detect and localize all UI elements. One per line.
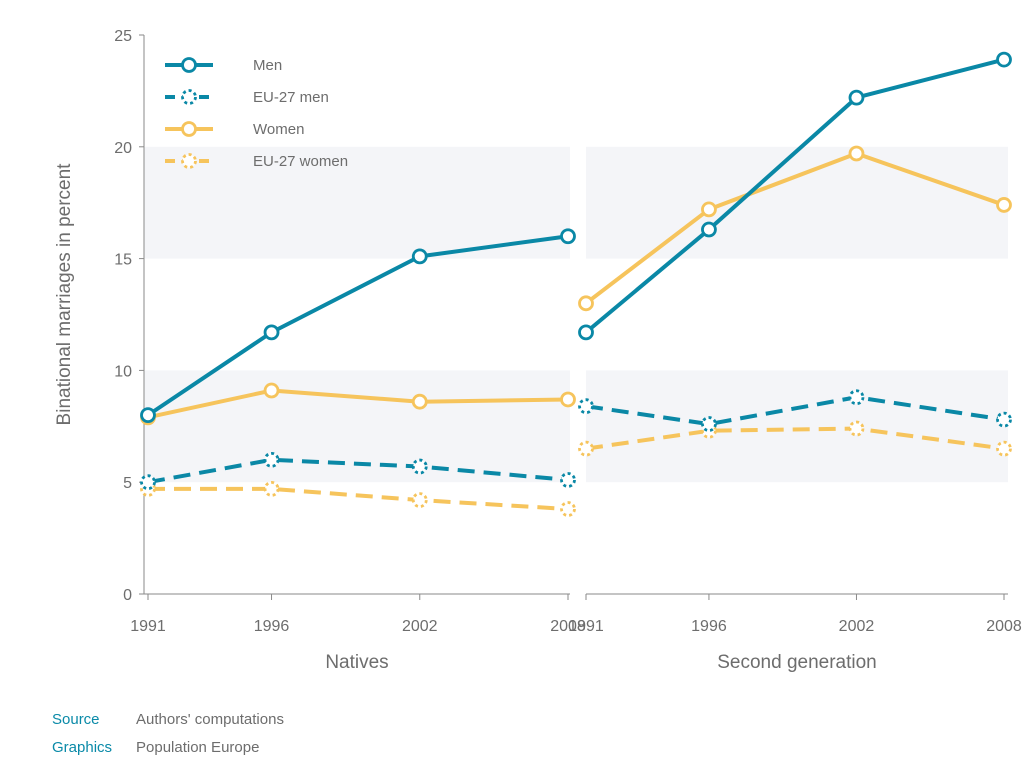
x-tick-label-p1-1991: 1991 xyxy=(130,618,166,635)
footer-graphics-value: Population Europe xyxy=(136,739,260,756)
y-tick-label-0: 0 xyxy=(123,587,132,604)
panel-label-natives: Natives xyxy=(325,652,388,673)
data-point-p1-eu-27-women-1996 xyxy=(263,481,280,497)
grid-band-p1-3 xyxy=(144,146,570,259)
legend-marker-eu-27-women xyxy=(181,153,197,169)
data-point-p1-men-2002 xyxy=(411,248,428,265)
data-point-p2-men-2008 xyxy=(996,51,1012,68)
data-point-p2-eu-27-men-2002 xyxy=(848,389,865,406)
data-point-p2-eu-27-men-2008 xyxy=(996,411,1012,428)
data-point-p1-eu-27-men-1996 xyxy=(263,451,280,468)
data-point-p2-eu-27-women-2008 xyxy=(996,440,1012,457)
x-tick-label-p2-1991: 1991 xyxy=(568,618,604,635)
data-point-p2-women-1991 xyxy=(578,295,594,312)
data-point-p1-eu-27-men-2002 xyxy=(411,458,428,475)
series-line-p1-men xyxy=(146,234,569,417)
footer-source-value: Authors' computations xyxy=(136,711,284,728)
data-point-p2-eu-27-women-1991 xyxy=(578,440,594,457)
y-tick-label-5: 5 xyxy=(123,475,132,492)
data-point-p2-women-1996 xyxy=(701,201,717,218)
data-point-p2-women-2008 xyxy=(996,197,1012,213)
data-point-p1-women-2002 xyxy=(411,393,428,410)
data-point-p1-eu-27-women-2002 xyxy=(411,492,428,508)
data-point-p1-men-1996 xyxy=(263,324,280,341)
legend-label-eu-27-men: EU-27 men xyxy=(253,89,329,106)
x-tick-label-p1-1996: 1996 xyxy=(254,618,290,635)
data-point-p1-women-1996 xyxy=(263,382,280,399)
series-line-p2-women xyxy=(584,151,1005,305)
x-tick-label-p2-2008: 2008 xyxy=(986,618,1022,635)
footer-source: Source Authors' computations xyxy=(52,711,284,728)
grid-band-p2-3 xyxy=(586,146,1008,259)
data-point-p2-eu-27-men-1996 xyxy=(701,416,717,432)
legend-label-men: Men xyxy=(253,57,282,74)
legend-label-women: Women xyxy=(253,121,304,138)
panel-label-second-generation: Second generation xyxy=(717,652,877,673)
y-axis-title: Binational marriages in percent xyxy=(54,163,75,426)
legend-marker-eu-27-men xyxy=(181,89,197,105)
data-point-p2-eu-27-women-2002 xyxy=(848,420,865,437)
x-tick-label-p2-2002: 2002 xyxy=(839,618,875,635)
legend-marker-women xyxy=(181,121,197,137)
data-point-p1-eu-27-women-2008 xyxy=(560,501,576,517)
data-point-p2-eu-27-men-1991 xyxy=(578,398,594,415)
x-tick-label-p1-2008: 2008 xyxy=(550,618,586,635)
y-tick-label-25: 25 xyxy=(114,28,132,45)
data-point-p1-women-2008 xyxy=(560,391,576,408)
x-tick-label-p2-1996: 1996 xyxy=(691,618,727,635)
data-point-p1-men-2008 xyxy=(560,228,576,245)
data-point-p1-eu-27-men-1991 xyxy=(140,474,156,491)
y-tick-label-20: 20 xyxy=(114,140,132,157)
series-line-p2-eu-27-men xyxy=(585,395,1005,427)
x-tick-label-p1-2002: 2002 xyxy=(402,618,438,635)
legend-marker-men xyxy=(181,57,197,73)
data-point-p2-women-2002 xyxy=(848,145,865,162)
data-point-p2-men-1991 xyxy=(578,324,594,341)
data-point-p2-men-2002 xyxy=(848,89,865,106)
binational-marriages-chart: 0 5 10 15 20 25 Binational marriages in percen… xyxy=(54,28,1022,673)
y-tick-label-15: 15 xyxy=(114,252,132,269)
footer-graphics-key: Graphics xyxy=(52,739,113,756)
footer-graphics: Graphics Population Europe xyxy=(52,739,259,756)
data-point-p2-men-1996 xyxy=(701,221,717,238)
footer-source-key: Source xyxy=(52,711,100,728)
series-line-p1-eu-27-men xyxy=(147,457,569,485)
series-line-p2-eu-27-women xyxy=(585,426,1005,451)
legend-label-eu-27-women: EU-27 women xyxy=(253,153,348,170)
data-point-p1-men-1991 xyxy=(140,407,156,424)
y-tick-label-10: 10 xyxy=(114,363,132,380)
data-point-p1-eu-27-men-2008 xyxy=(560,472,576,488)
series-line-p2-men xyxy=(584,57,1005,334)
series-line-p1-women xyxy=(147,388,569,420)
grid-band-p2-1 xyxy=(586,370,1008,483)
series-line-p1-eu-27-women xyxy=(148,486,569,512)
